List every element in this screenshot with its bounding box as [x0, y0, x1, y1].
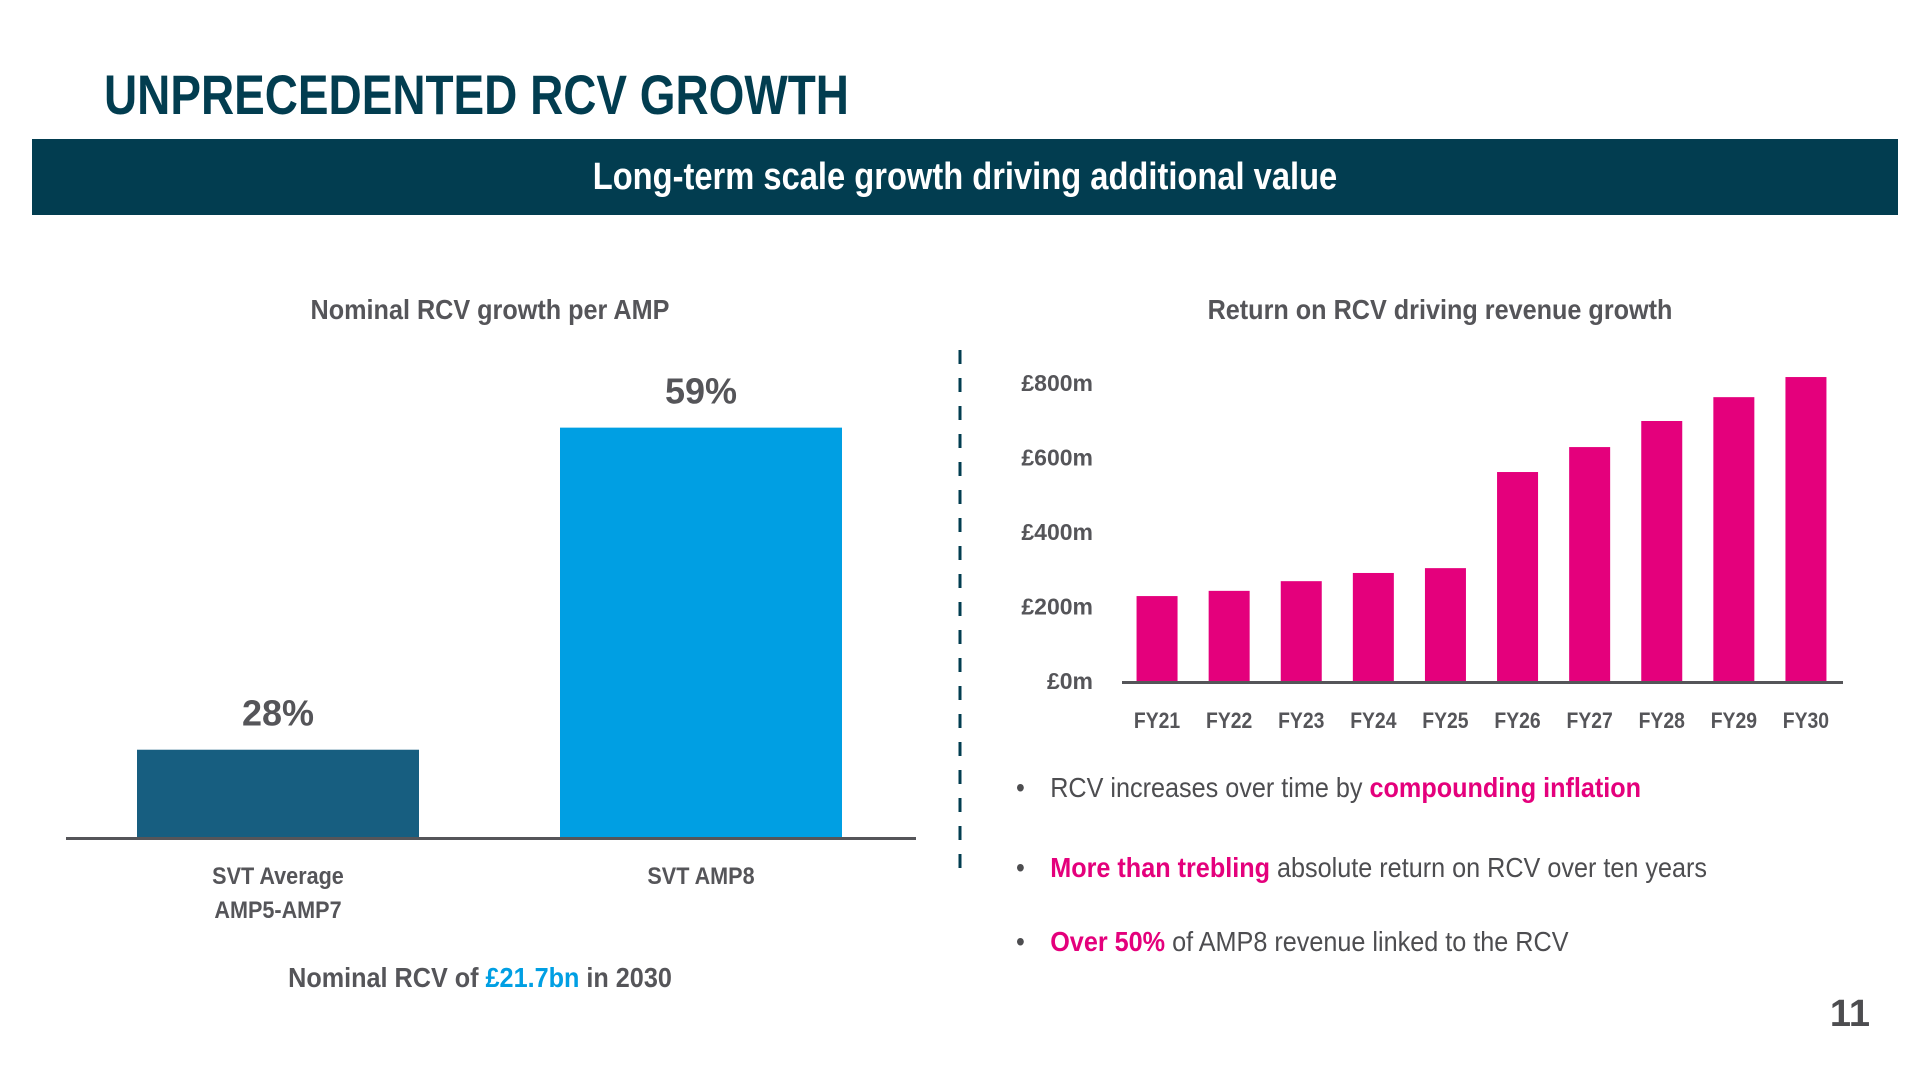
- bullet-dot-icon: •: [1016, 926, 1025, 957]
- right-chart-x-tick-label: FY25: [1422, 709, 1468, 733]
- bullet-highlight-text: Over 50%: [1050, 926, 1166, 957]
- right-chart-bar: [1352, 572, 1394, 681]
- footnote-suffix: in 2030: [579, 962, 672, 993]
- right-chart-bar: [1424, 568, 1466, 681]
- right-chart-x-tick-label: FY30: [1783, 709, 1829, 733]
- footnote-highlight-value: £21.7bn: [485, 962, 580, 993]
- right-chart-bar: [1136, 596, 1178, 681]
- subtitle-banner-text: Long-term scale growth driving additiona…: [592, 156, 1338, 198]
- right-chart-y-tick-label: £400m: [1021, 519, 1093, 545]
- right-chart-bar: [1713, 397, 1755, 681]
- dashed-divider: [958, 350, 962, 870]
- right-chart-bar: [1280, 581, 1322, 681]
- bullet-item: • More than trebling absolute return on R…: [1016, 848, 1707, 888]
- right-chart-bar: [1569, 447, 1611, 681]
- bullet-highlight-text: More than trebling: [1050, 852, 1271, 883]
- left-chart-bar: [560, 427, 842, 837]
- subtitle-banner: Long-term scale growth driving additiona…: [32, 139, 1898, 215]
- left-chart-category-label-line: SVT Average: [212, 863, 344, 890]
- bullet-item: • Over 50% of AMP8 revenue linked to the …: [1016, 922, 1569, 962]
- right-chart-bar: [1497, 472, 1539, 681]
- right-chart-bar: [1208, 590, 1250, 681]
- footnote-prefix: Nominal RCV of: [288, 962, 486, 993]
- left-chart-bar: [137, 749, 419, 837]
- bullet-text: of AMP8 revenue linked to the RCV: [1165, 926, 1569, 957]
- right-chart-x-tick-label: FY21: [1134, 709, 1180, 733]
- left-chart-category-label: SVT AMP8: [566, 860, 836, 894]
- left-chart-category-label: SVT Average AMP5-AMP7: [143, 860, 413, 928]
- bullet-highlight-text: compounding inflation: [1369, 772, 1642, 803]
- right-chart-y-tick-label: £800m: [1021, 370, 1093, 396]
- left-chart-category-label-line: AMP5-AMP7: [214, 897, 342, 924]
- left-chart-footnote: Nominal RCV of £21.7bn in 2030: [210, 958, 750, 998]
- right-chart-y-tick-label: £200m: [1021, 594, 1093, 620]
- bullet-text: absolute return on RCV over ten years: [1270, 852, 1708, 883]
- right-chart-x-tick-label: FY22: [1206, 709, 1252, 733]
- right-chart-x-tick-label: FY26: [1494, 709, 1540, 733]
- left-chart: 28% 59%: [66, 371, 916, 840]
- right-chart: £0m £200m £400m £600m £800m FY21 FY22 FY23 FY24 F…: [1021, 370, 1843, 733]
- right-chart-bar: [1641, 420, 1683, 681]
- left-chart-data-label: 59%: [665, 371, 737, 412]
- bullet-dot-icon: •: [1016, 852, 1025, 883]
- right-chart-x-tick-label: FY29: [1711, 709, 1757, 733]
- left-chart-title: Nominal RCV growth per AMP: [310, 294, 670, 325]
- page-title: UNPRECEDENTED RCV GROWTH: [104, 63, 849, 126]
- right-chart-x-tick-label: FY23: [1278, 709, 1324, 733]
- bullet-item: • RCV increases over time by compounding …: [1016, 768, 1641, 808]
- page-number: 11: [1829, 993, 1870, 1035]
- right-chart-x-tick-label: FY27: [1567, 709, 1613, 733]
- bullet-text: RCV increases over time by: [1050, 772, 1370, 803]
- right-chart-y-tick-label: £0m: [1047, 668, 1093, 694]
- right-chart-title: Return on RCV driving revenue growth: [1207, 294, 1673, 325]
- right-chart-x-tick-label: FY28: [1639, 709, 1685, 733]
- left-chart-category-label-line: SVT AMP8: [647, 863, 755, 890]
- right-chart-x-tick-label: FY24: [1350, 709, 1397, 733]
- bullet-dot-icon: •: [1016, 772, 1025, 803]
- right-chart-y-tick-label: £600m: [1021, 445, 1093, 471]
- left-chart-data-label: 28%: [242, 693, 314, 734]
- right-chart-bar: [1785, 377, 1827, 681]
